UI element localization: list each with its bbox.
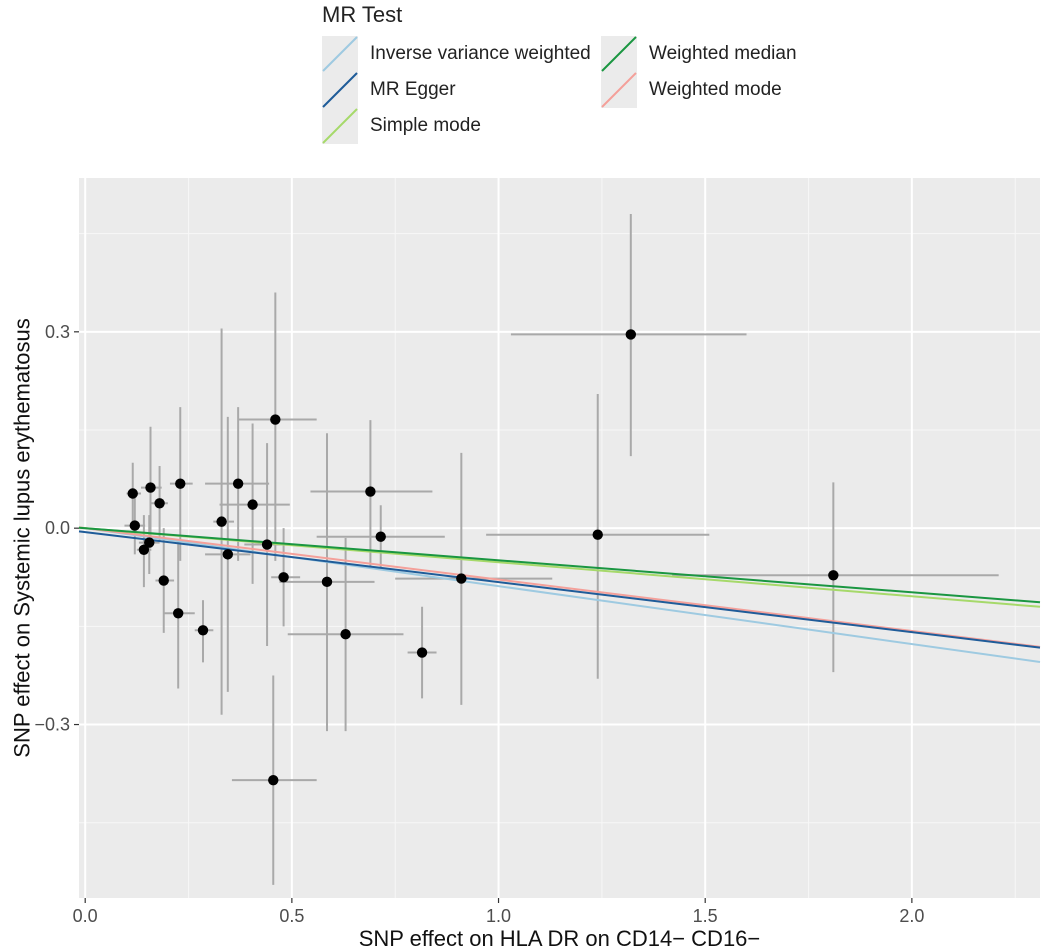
data-point	[268, 774, 279, 786]
y-tick-label: 0.3	[45, 322, 70, 342]
data-point	[175, 478, 186, 489]
y-axis-title: SNP effect on Systemic lupus erythematos…	[10, 318, 35, 757]
legend-item-ivw: Inverse variance weighted	[322, 36, 591, 72]
legend-swatch-line	[601, 36, 637, 72]
data-point	[216, 516, 227, 527]
data-point	[129, 520, 140, 531]
x-tick-label: 0.0	[73, 906, 98, 926]
data-point	[592, 529, 603, 540]
data-point	[247, 499, 258, 510]
data-point	[173, 608, 184, 619]
y-axis-ticks: −0.3 0.0 0.3	[34, 322, 79, 735]
data-point	[232, 478, 244, 489]
legend-label-simple-mode: Simple mode	[370, 115, 481, 136]
legend-label-ivw: Inverse variance weighted	[370, 43, 591, 64]
data-point	[270, 414, 281, 425]
legend-swatch-line	[601, 72, 637, 108]
data-point	[625, 329, 636, 340]
gridlines	[79, 178, 1040, 898]
data-point	[144, 537, 155, 548]
regression-lines	[78, 526, 1041, 663]
data-point	[278, 572, 289, 583]
data-point	[456, 573, 467, 584]
x-tick-label: 1.0	[486, 906, 511, 926]
data-point	[197, 625, 209, 636]
legend-item-mr-egger: MR Egger	[322, 72, 456, 108]
legend-key-simple-mode	[322, 108, 358, 144]
data-point	[321, 576, 333, 588]
fit-line-mr-egger	[78, 530, 1041, 649]
data-point	[365, 486, 376, 497]
data-point	[145, 482, 156, 493]
fit-line-weighted-median	[78, 526, 1041, 604]
legend-label-weighted-mode: Weighted mode	[649, 79, 782, 100]
data-point	[127, 488, 138, 499]
x-axis-title: SNP effect on HLA DR on CD14− CD16−	[359, 926, 761, 950]
data-point	[416, 647, 428, 658]
data-point	[154, 498, 165, 509]
y-tick-label: −0.3	[34, 715, 70, 735]
legend-label-mr-egger: MR Egger	[370, 79, 456, 100]
legend-key-weighted-mode	[601, 72, 637, 108]
data-point	[375, 531, 386, 542]
x-tick-label: 2.0	[899, 906, 924, 926]
legend-item-weighted-median: Weighted median	[601, 36, 797, 72]
legend-key-mr-egger	[322, 72, 358, 108]
legend-item-simple-mode: Simple mode	[322, 108, 481, 144]
legend-swatch-line	[322, 108, 358, 144]
data-point	[138, 544, 150, 555]
legend-title: MR Test	[322, 2, 403, 27]
plot-panel	[79, 178, 1040, 898]
legend-key-weighted-median	[601, 36, 637, 72]
data-point	[222, 549, 233, 560]
legend-key-ivw	[322, 36, 358, 72]
legend-item-weighted-mode: Weighted mode	[601, 72, 782, 108]
data-point	[340, 629, 351, 640]
data-points	[127, 329, 839, 786]
x-tick-label: 1.5	[693, 906, 718, 926]
legend-swatch-line	[322, 72, 358, 108]
legend-swatch-line	[322, 36, 358, 72]
data-point	[158, 575, 169, 586]
data-point	[261, 539, 273, 550]
data-point	[828, 570, 839, 581]
x-axis-ticks: 0.0 0.5 1.0 1.5 2.0	[73, 898, 924, 926]
fit-line-weighted-mode	[78, 526, 1041, 648]
legend-label-weighted-median: Weighted median	[649, 43, 797, 64]
y-tick-label: 0.0	[45, 518, 70, 538]
x-tick-label: 0.5	[279, 906, 304, 926]
